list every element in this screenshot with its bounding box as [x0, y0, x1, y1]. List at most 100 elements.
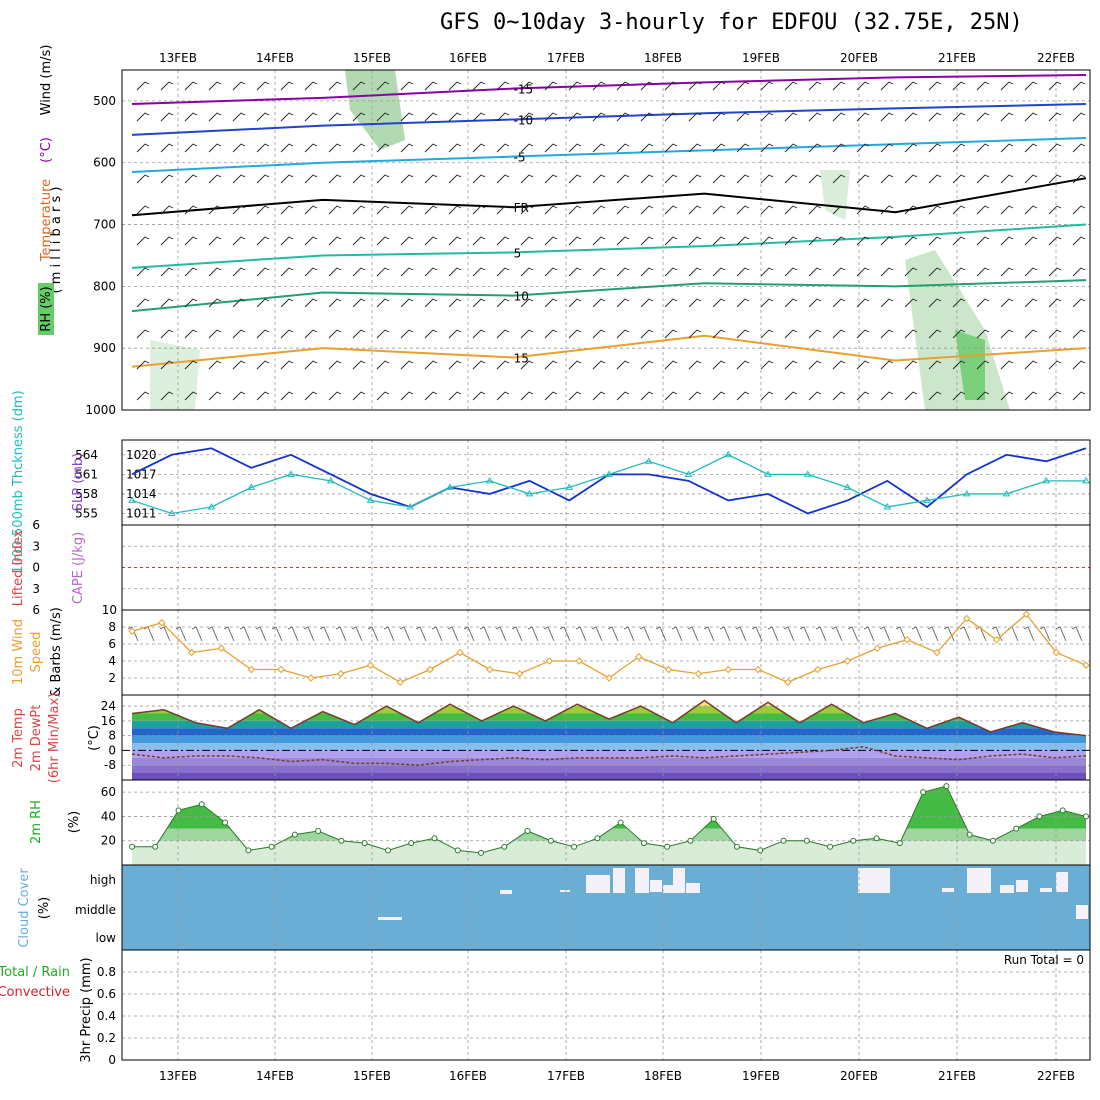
wind-barb [472, 360, 486, 370]
wind-barb [280, 112, 294, 122]
date-label-bottom: 16FEB [449, 1069, 487, 1083]
thickness-point [843, 483, 852, 490]
wind-barb [736, 174, 750, 184]
rh-point [966, 831, 973, 838]
wind-barb [208, 174, 222, 184]
wind-barb [712, 267, 726, 277]
rh-tick: 20 [101, 834, 116, 848]
wind-barb [856, 267, 870, 277]
wind-barb-10m [239, 626, 251, 642]
wind-barb [448, 267, 462, 277]
wind-tick: 2 [108, 671, 116, 685]
wind-barb [616, 267, 630, 277]
wind-barb [760, 391, 774, 401]
wind-barb [424, 298, 438, 308]
rh-point [547, 837, 554, 844]
wind-barb [952, 174, 966, 184]
wind-speed-point [664, 665, 673, 674]
wind-barb [208, 298, 222, 308]
thickness-point [764, 470, 772, 477]
wind-barb [832, 81, 846, 91]
wind-barb [784, 143, 798, 153]
wind-barb [760, 236, 774, 246]
li-tick: 3 [32, 539, 40, 553]
wind-barb [592, 143, 606, 153]
rh-point [780, 837, 787, 844]
contour-line [131, 334, 1087, 368]
contour-line [131, 73, 1087, 105]
wind-barb [1024, 81, 1038, 91]
wind-barb [640, 267, 654, 277]
date-label-bottom: 21FEB [938, 1069, 976, 1083]
temp-tick: 8 [108, 729, 116, 743]
rh-point [291, 831, 298, 838]
wind-barb [784, 267, 798, 277]
precip-total-rain-label: Total / Rain [0, 965, 70, 980]
thickness-point [644, 457, 653, 464]
wind-barb [256, 81, 270, 91]
wind-barb [520, 236, 534, 246]
wind-barb [184, 81, 198, 91]
wind-barb [376, 143, 390, 153]
wind-barb [232, 81, 246, 91]
rh-point [315, 828, 322, 834]
wind-barb [592, 81, 606, 91]
wind-barb [424, 143, 438, 153]
wind-barb [904, 298, 918, 308]
cloud-level-label: low [96, 931, 117, 945]
wind-barb [328, 391, 342, 401]
wind-barb [1048, 112, 1062, 122]
wind-barb [208, 391, 222, 401]
wind-barb [616, 236, 630, 246]
wind-speed-point [784, 678, 792, 686]
wind-barb-10m [703, 626, 715, 642]
wind-barb [1000, 329, 1014, 339]
wind-barb [520, 174, 534, 184]
wind-barb [472, 391, 486, 401]
wind-barb [232, 174, 246, 184]
cloud-gap [1040, 888, 1052, 892]
precip-frame [121, 949, 1091, 1061]
rh-point [594, 835, 601, 842]
thickness-point [485, 476, 494, 484]
wind-barb [616, 329, 630, 339]
wind-barb [1000, 112, 1014, 122]
temp-band [132, 757, 1086, 766]
wind-barb [616, 143, 630, 153]
cloud-unit: (%) [37, 897, 52, 920]
wind-barb [520, 205, 534, 215]
wind-barb [328, 81, 342, 91]
thickness-point [605, 470, 613, 477]
wind-barb [904, 143, 918, 153]
wind-barb [160, 81, 174, 91]
rh-point [222, 819, 229, 826]
wind-barb [400, 81, 414, 91]
wind-barb [760, 329, 774, 339]
wind-barb [160, 174, 174, 184]
wind-barb [400, 298, 414, 308]
wind-barb [400, 329, 414, 339]
date-label-bottom: 22FEB [1037, 1069, 1075, 1083]
wind-barb [352, 143, 366, 153]
wind-barb [448, 205, 462, 215]
wind-barb [1000, 205, 1014, 215]
temp-band [132, 743, 1086, 751]
thickness-point [366, 496, 375, 503]
precip-convective-label: Convective [0, 985, 70, 1000]
wind-barb [304, 391, 318, 401]
wind-barb [376, 298, 390, 308]
wind-barb [520, 81, 534, 91]
wind-barb-10m [575, 626, 587, 642]
wind-barb [544, 267, 558, 277]
wind-barb [232, 267, 246, 277]
wind-speed-point [635, 653, 643, 661]
wind-barb [496, 236, 510, 246]
wind-barb [736, 205, 750, 215]
wind-barb-10m [799, 626, 811, 642]
wind-barb [904, 267, 918, 277]
temp-tick: 24 [101, 699, 116, 713]
wind-barb [976, 329, 990, 339]
rh-point [640, 840, 647, 847]
wind-barb [568, 267, 582, 277]
cloud-gap [586, 875, 610, 893]
